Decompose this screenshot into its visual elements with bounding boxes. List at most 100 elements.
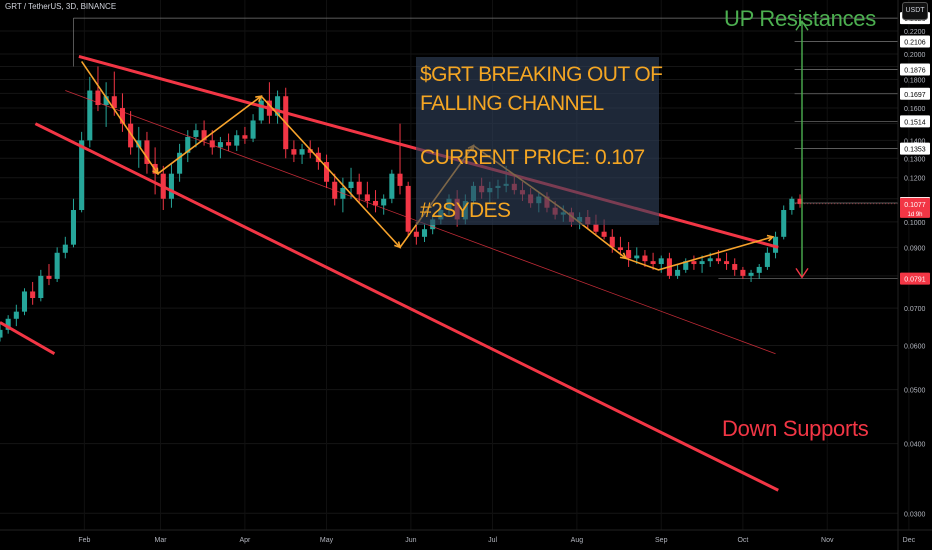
candle-body bbox=[62, 244, 68, 253]
annotation-line-1: $GRT BREAKING OUT OF bbox=[420, 63, 663, 86]
x-tick-label: May bbox=[320, 537, 334, 544]
y-tick-label: 0.1800 bbox=[904, 78, 926, 85]
y-tick-label: 0.1000 bbox=[904, 220, 926, 227]
candle-body bbox=[38, 275, 44, 299]
channel-lower-line bbox=[34, 122, 779, 492]
candle-body bbox=[781, 210, 787, 237]
candle-body bbox=[324, 162, 330, 182]
y-tick-label: 0.0400 bbox=[904, 442, 926, 449]
countdown-label: 1d 9h bbox=[907, 212, 922, 218]
candle-body bbox=[364, 194, 370, 201]
down-supports-label: Down Supports bbox=[722, 416, 869, 441]
level-tag-label: 0.2106 bbox=[904, 40, 926, 47]
y-tick-label: 0.0500 bbox=[904, 388, 926, 395]
candle-body bbox=[209, 140, 215, 148]
candle-body bbox=[79, 140, 85, 211]
currency-button[interactable]: USDT bbox=[902, 2, 928, 20]
candle-body bbox=[397, 173, 403, 186]
up-resistances-label: UP Resistances bbox=[724, 6, 876, 31]
candle-body bbox=[381, 198, 387, 206]
candle-body bbox=[421, 229, 428, 237]
level-tag bbox=[900, 115, 930, 128]
y-tick-label: 0.2200 bbox=[904, 29, 926, 36]
current-price-label: 0.1077 bbox=[904, 202, 926, 209]
candle-body bbox=[111, 96, 117, 109]
candle-body bbox=[119, 108, 125, 124]
annotation-line-2: FALLING CHANNEL bbox=[420, 92, 604, 115]
candle-body bbox=[307, 149, 313, 153]
annotation-line-4: #2SYDES bbox=[420, 199, 511, 222]
candle-body bbox=[87, 90, 93, 141]
candle-body bbox=[356, 181, 362, 195]
wave-arrowhead bbox=[394, 241, 402, 249]
candle-body bbox=[13, 311, 19, 319]
level-tag-label: 0.1353 bbox=[904, 147, 926, 154]
candle-body bbox=[348, 181, 354, 188]
candle-body bbox=[250, 120, 256, 139]
y-tick-label: 0.0900 bbox=[904, 245, 926, 252]
candle-body bbox=[683, 261, 689, 270]
y-tick-label: 0.2000 bbox=[904, 52, 926, 59]
candle-body bbox=[185, 136, 191, 153]
x-tick-label: Dec bbox=[903, 537, 916, 544]
symbol-header: GRT / TetherUS, 3D, BINANCE bbox=[5, 2, 117, 11]
candle-body bbox=[201, 130, 207, 141]
x-tick-label: Apr bbox=[239, 537, 251, 544]
candle-body bbox=[21, 291, 28, 312]
level-tag bbox=[900, 142, 930, 155]
x-tick-label: Sep bbox=[655, 537, 668, 544]
candle-body bbox=[136, 140, 142, 148]
wave-arrowhead bbox=[619, 252, 628, 260]
x-tick-label: Oct bbox=[737, 537, 748, 544]
candle-body bbox=[413, 231, 419, 237]
level-tag bbox=[900, 272, 930, 285]
time-axis[interactable]: Feb Mar Apr May Jun Jul Aug Sep Oct Nov Dec bbox=[78, 537, 915, 544]
resistance-arrow-head-up bbox=[795, 19, 809, 31]
candle-body bbox=[691, 261, 697, 265]
wave-arrowhead bbox=[152, 167, 159, 176]
candle-body bbox=[299, 149, 305, 155]
annotation-line-3: CURRENT PRICE: 0.107 bbox=[420, 146, 645, 169]
candle-body bbox=[707, 258, 713, 262]
candle-body bbox=[95, 90, 101, 106]
x-tick-label: Aug bbox=[571, 537, 584, 544]
candle-body bbox=[177, 152, 183, 174]
resistance-arrow-head-down bbox=[795, 267, 809, 279]
candle-body bbox=[217, 142, 223, 148]
candle-body bbox=[242, 135, 248, 139]
candle-body bbox=[756, 266, 762, 273]
candle-body bbox=[732, 264, 738, 270]
candle-body bbox=[764, 252, 770, 267]
price-levels bbox=[73, 17, 898, 279]
level-tag-label: 0.1697 bbox=[904, 92, 926, 99]
candle-body bbox=[405, 185, 411, 232]
candle-body bbox=[789, 198, 795, 211]
y-tick-label: 0.0700 bbox=[904, 306, 926, 313]
candle-body bbox=[724, 261, 730, 265]
candle-body bbox=[5, 318, 11, 330]
level-tag bbox=[900, 35, 930, 48]
candle-body bbox=[740, 269, 746, 276]
candle-body bbox=[46, 275, 52, 279]
candle-body bbox=[609, 236, 615, 248]
y-tick-label: 0.1600 bbox=[904, 106, 926, 113]
candle-body bbox=[30, 291, 36, 299]
candle-body bbox=[699, 261, 705, 265]
candle-body bbox=[797, 198, 803, 204]
candle-body bbox=[748, 272, 754, 276]
candle-body bbox=[0, 329, 3, 338]
candle-body bbox=[634, 255, 640, 259]
x-tick-label: Jun bbox=[405, 537, 416, 544]
candle-body bbox=[291, 149, 297, 155]
candle-body bbox=[650, 261, 656, 265]
candle-body bbox=[642, 255, 648, 262]
candle-body bbox=[715, 258, 721, 262]
x-tick-label: Jul bbox=[488, 537, 497, 544]
level-tag-label: 0.0791 bbox=[904, 277, 926, 284]
wave-arrowhead bbox=[255, 95, 263, 103]
current-price-tag bbox=[900, 197, 930, 218]
candle-body bbox=[103, 96, 109, 106]
y-tick-label: 0.0300 bbox=[904, 511, 926, 518]
annotation-box: $GRT BREAKING OUT OF FALLING CHANNEL CUR… bbox=[416, 57, 663, 225]
